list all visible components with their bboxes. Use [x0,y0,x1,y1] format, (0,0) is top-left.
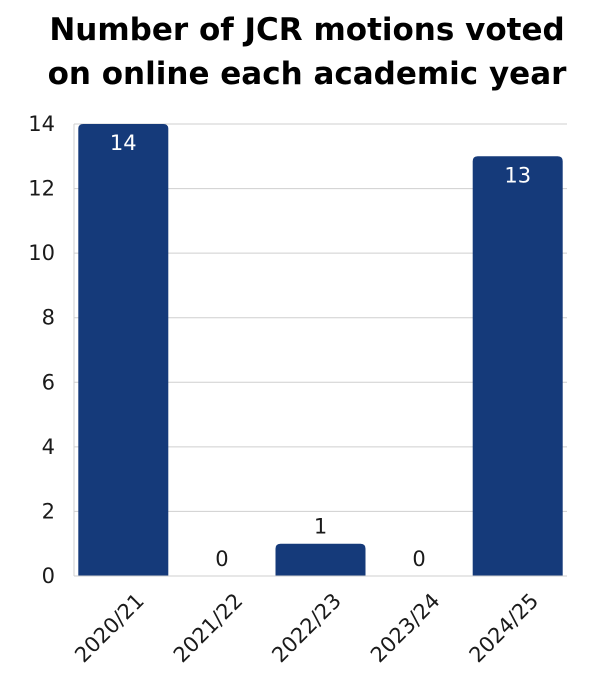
x-axis-categories: 2020/21 2021/22 2022/23 2023/24 2024/25 [70,589,543,668]
chart-title-line-1: Number of JCR motions voted [49,12,565,48]
chart-title-line-2: on online each academic year [47,56,567,92]
bar-2 [275,543,366,576]
x-tick-label-1: 2021/22 [169,589,248,668]
y-axis-ticks: 0 2 4 6 8 10 12 14 [28,112,55,588]
data-label-3: 0 [412,547,425,571]
x-tick-label-4: 2024/25 [465,589,544,668]
x-tick-label-3: 2023/24 [366,589,445,668]
y-tick-label-1: 2 [42,499,55,523]
bar-4 [472,156,563,577]
x-tick-label-2: 2022/23 [267,589,346,668]
y-tick-label-7: 14 [28,112,55,136]
y-tick-label-2: 4 [42,435,55,459]
data-label-4: 13 [504,163,531,187]
chart-title: Number of JCR motions voted on online ea… [0,8,614,96]
y-tick-label-4: 8 [42,306,55,330]
x-tick-label-0: 2020/21 [70,589,149,668]
y-tick-label-0: 0 [42,564,55,588]
y-tick-label-3: 6 [42,370,55,394]
data-label-1: 0 [215,547,228,571]
bar-0 [78,124,169,576]
y-tick-label-6: 12 [28,177,55,201]
y-tick-label-5: 10 [28,241,55,265]
data-labels: 14 0 1 0 13 [110,131,531,571]
data-label-0: 14 [110,131,137,155]
bars [78,124,563,577]
data-label-2: 1 [314,515,327,539]
